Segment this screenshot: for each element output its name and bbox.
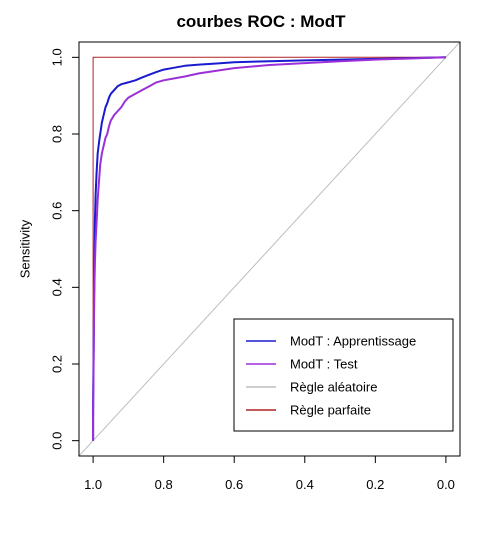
y-tick-label: 0.6 [50, 202, 65, 220]
x-tick-label: 0.0 [437, 477, 455, 492]
legend: ModT : Apprentissage ModT : Test Règle alé… [233, 318, 454, 432]
y-axis-label: Sensitivity [18, 219, 33, 278]
x-tick-label: 0.4 [296, 477, 314, 492]
plot-area [79, 42, 460, 456]
series-line-2 [79, 42, 460, 456]
x-tick-label: 0.6 [225, 477, 243, 492]
legend-label: ModT : Apprentissage [290, 334, 416, 349]
y-tick-label: 0.8 [50, 125, 65, 143]
x-tick-label: 0.2 [366, 477, 384, 492]
x-tick-label: 0.8 [155, 477, 173, 492]
y-tick-label: 1.0 [50, 48, 65, 66]
y-axis: 0.0 0.2 0.4 0.6 0.8 1.0 [50, 48, 80, 450]
legend-label: Règle aléatoire [290, 380, 377, 395]
legend-label: ModT : Test [290, 357, 358, 372]
chart-title: courbes ROC : ModT [176, 12, 346, 31]
legend-box [233, 318, 454, 432]
y-tick-label: 0.0 [50, 432, 65, 450]
y-tick-label: 0.4 [50, 278, 65, 296]
series-line-0 [92, 56, 446, 441]
x-axis: 1.0 0.8 0.6 0.4 0.2 0.0 [84, 455, 455, 492]
series-line-1 [92, 56, 446, 441]
y-tick-label: 0.2 [50, 355, 65, 373]
x-tick-label: 1.0 [84, 477, 102, 492]
legend-label: Règle parfaite [290, 403, 371, 418]
